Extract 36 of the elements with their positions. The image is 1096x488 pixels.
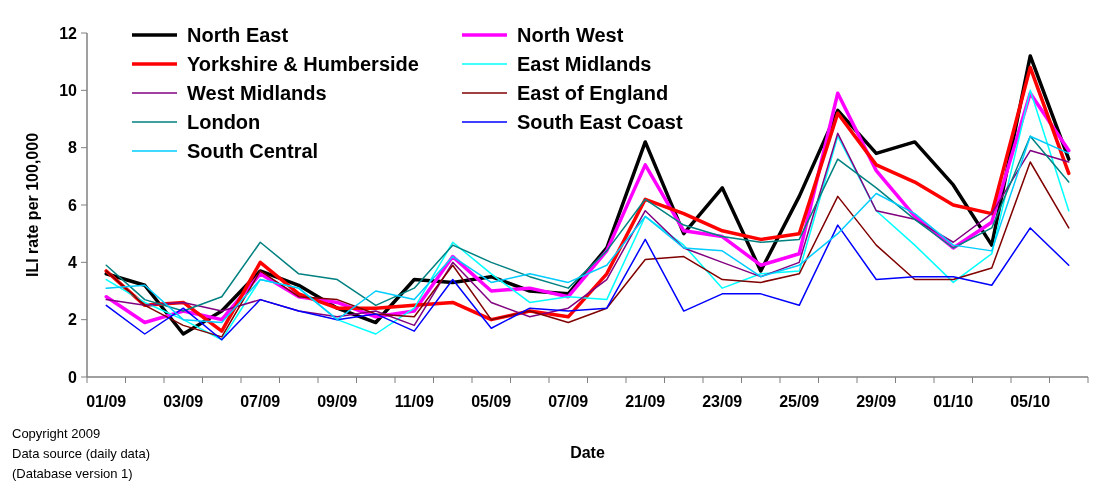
x-tick-label: 07/09 <box>548 393 589 410</box>
x-tick-label: 07/09 <box>240 393 281 410</box>
legend-label: South Central <box>187 140 319 162</box>
x-tick-label: 03/09 <box>163 393 204 410</box>
legend-label: East of England <box>517 82 669 104</box>
line-series <box>105 224 1070 341</box>
y-tick-label: 10 <box>59 81 78 99</box>
source-note: Data source (daily data) <box>12 446 151 461</box>
line-series <box>105 161 1070 338</box>
x-tick-label: 11/09 <box>394 393 434 410</box>
legend-label: South East Coast <box>517 111 683 133</box>
x-tick-label: 21/09 <box>625 393 666 410</box>
y-tick-label: 6 <box>68 196 78 214</box>
y-tick-label: 4 <box>68 253 78 271</box>
y-tick-label: 0 <box>68 368 78 386</box>
y-tick-label: 8 <box>68 139 78 157</box>
x-tick-label: 05/10 <box>1010 393 1051 410</box>
text: (Database version 1) <box>12 466 133 481</box>
legend-label: North West <box>517 24 624 46</box>
y-tick-label: 2 <box>68 311 78 329</box>
x-axis-title: Date <box>570 444 605 461</box>
x-tick-label: 23/09 <box>702 393 743 410</box>
legend-label: East Midlands <box>517 53 652 75</box>
legend-label: North East <box>187 24 289 46</box>
y-axis-title: ILI rate per 100,000 <box>24 132 41 278</box>
x-tick-label: 29/09 <box>856 393 897 410</box>
legend-label: London <box>187 111 261 133</box>
y-tick-label: 12 <box>59 24 78 42</box>
legend-label: Yorkshire & Humberside <box>187 53 419 75</box>
legend-label: West Midlands <box>187 82 327 104</box>
x-tick-label: 05/09 <box>471 393 512 410</box>
text: Copyright 2009 <box>12 426 101 441</box>
x-tick-label: 01/09 <box>86 393 127 410</box>
x-tick-label: 25/09 <box>779 393 820 410</box>
x-tick-label: 09/09 <box>317 393 358 410</box>
x-tick-label: 01/10 <box>933 393 974 410</box>
